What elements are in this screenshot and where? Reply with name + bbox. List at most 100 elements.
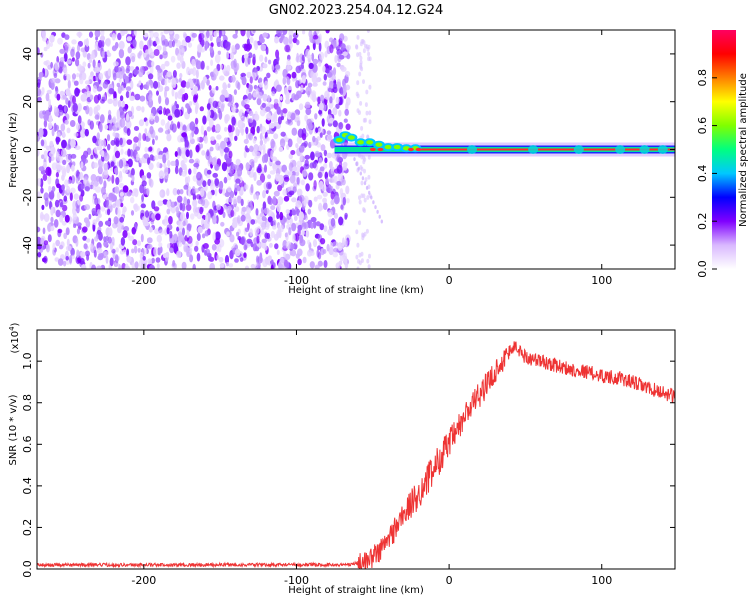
noise-blob	[38, 127, 44, 138]
noise-blob	[43, 240, 49, 246]
noise-blob	[118, 182, 125, 189]
noise-blob	[139, 95, 146, 102]
noise-blob	[359, 165, 363, 170]
noise-blob	[196, 252, 201, 262]
noise-blob	[37, 148, 40, 157]
noise-blob	[169, 230, 173, 239]
noise-blob	[118, 48, 125, 59]
noise-blob	[138, 162, 142, 168]
noise-blob	[67, 153, 72, 161]
noise-blob	[66, 127, 71, 134]
noise-blob	[250, 219, 256, 225]
noise-blob	[346, 198, 350, 204]
noise-blob	[97, 255, 104, 261]
noise-blob	[151, 257, 156, 264]
noise-blob	[131, 227, 137, 235]
noise-blob	[54, 257, 60, 262]
noise-blob	[60, 123, 66, 132]
noise-blob	[361, 232, 365, 238]
noise-blob	[139, 184, 145, 194]
noise-blob	[65, 245, 72, 252]
noise-blob	[66, 185, 71, 193]
noise-blob	[280, 225, 284, 233]
x-tick-label: 0	[446, 574, 453, 587]
noise-blob	[133, 30, 137, 35]
noise-blob	[69, 192, 73, 201]
noise-blob	[43, 60, 48, 66]
noise-blob	[155, 257, 161, 263]
noise-blob	[59, 214, 64, 223]
noise-blob	[98, 40, 103, 48]
noise-blob	[70, 187, 76, 194]
noise-blob	[217, 50, 221, 55]
noise-blob	[209, 262, 215, 269]
noise-blob	[302, 256, 307, 264]
noise-blob	[310, 151, 315, 161]
noise-blob	[304, 114, 308, 122]
noise-blob	[192, 186, 196, 194]
colorbar-tick-label: 0.0	[696, 260, 709, 278]
colorbar-tick-label: 0.6	[696, 117, 709, 135]
noise-blob	[71, 73, 77, 80]
noise-blob	[158, 242, 163, 248]
noise-blob	[219, 94, 226, 103]
noise-blob	[236, 195, 242, 204]
noise-blob	[301, 75, 307, 84]
noise-blob	[290, 243, 295, 250]
noise-blob	[209, 181, 215, 191]
colorbar: 0.0 0.2 0.4 0.6 0.8 Normalized spectral ampl…	[696, 30, 749, 278]
noise-blob	[316, 248, 320, 258]
noise-blob	[368, 119, 372, 125]
noise-blob	[283, 36, 289, 45]
noise-blob	[95, 217, 100, 222]
noise-blob	[232, 196, 238, 205]
noise-blob	[130, 196, 135, 204]
noise-blob	[241, 76, 247, 86]
noise-blob	[48, 98, 51, 109]
noise-blob	[278, 264, 285, 269]
noise-blob	[100, 35, 106, 41]
noise-blob	[155, 37, 160, 45]
noise-blob	[330, 191, 335, 200]
noise-blob	[73, 80, 79, 86]
noise-blob	[180, 137, 185, 143]
noise-blob	[296, 176, 300, 185]
noise-blob	[229, 234, 235, 243]
noise-blob	[59, 48, 65, 54]
noise-blob	[314, 113, 318, 120]
noise-blob	[166, 227, 170, 235]
noise-blob	[367, 51, 371, 57]
noise-blob	[362, 40, 366, 45]
noise-blob	[301, 227, 305, 236]
noise-blob	[319, 166, 325, 172]
noise-blob	[261, 221, 266, 230]
noise-streak	[380, 219, 383, 224]
noise-blob	[112, 72, 117, 81]
y-tick-label: -20	[21, 188, 34, 206]
noise-blob	[100, 99, 105, 104]
noise-blob	[258, 82, 263, 88]
noise-blob	[247, 55, 251, 65]
noise-blob	[364, 177, 368, 182]
noise-blob	[63, 70, 68, 77]
noise-blob	[178, 220, 184, 230]
noise-blob	[159, 191, 163, 197]
noise-blob	[220, 140, 226, 150]
y-tick-label: 0.8	[21, 394, 34, 412]
noise-blob	[192, 67, 197, 76]
noise-blob	[277, 116, 282, 125]
noise-blob	[91, 207, 97, 215]
noise-blob	[249, 228, 253, 237]
noise-blob	[240, 198, 244, 207]
noise-blob	[230, 103, 237, 113]
noise-streak	[365, 185, 369, 190]
noise-blob	[206, 30, 210, 39]
noise-blob	[212, 215, 217, 225]
spectrogram-x-axis-label: Height of straight line (km)	[288, 285, 424, 296]
noise-blob	[243, 244, 248, 251]
noise-blob	[175, 206, 179, 214]
y-tick-label: -40	[21, 236, 34, 254]
noise-blob	[200, 143, 203, 149]
noise-blob	[270, 264, 274, 269]
noise-blob	[43, 119, 48, 128]
